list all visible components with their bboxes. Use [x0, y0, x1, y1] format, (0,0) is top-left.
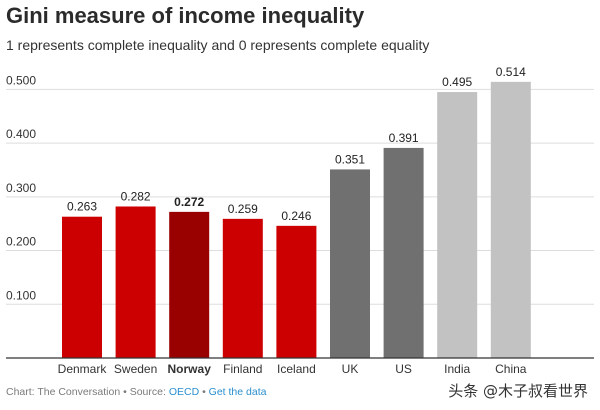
bar-uk [330, 169, 370, 358]
footer-separator: • [199, 386, 209, 398]
x-tick-label: India [444, 362, 470, 376]
x-tick-label: Finland [223, 362, 262, 376]
y-tick-label: 0.200 [6, 235, 36, 249]
footer-credit: Chart: The Conversation • Source: [6, 386, 169, 398]
y-tick-label: 0.400 [6, 127, 36, 141]
get-data-link[interactable]: Get the data [208, 386, 267, 398]
data-label: 0.282 [121, 189, 151, 203]
x-tick-label: UK [342, 362, 359, 376]
data-label: 0.351 [335, 152, 365, 166]
chart-subtitle: 1 represents complete inequality and 0 r… [6, 37, 430, 53]
watermark: 头条 @木子叔看世界 [448, 382, 588, 400]
data-label: 0.391 [389, 131, 419, 145]
bar-sweden [115, 206, 156, 358]
data-label: 0.259 [228, 202, 258, 216]
data-label: 0.263 [67, 200, 97, 214]
x-tick-label: Iceland [277, 362, 316, 376]
bar-china [490, 81, 531, 358]
chart-title: Gini measure of income inequality [6, 3, 365, 28]
bar-norway [169, 211, 210, 358]
x-tick-label: Denmark [58, 362, 108, 376]
bar-denmark [62, 216, 102, 358]
chart-footer: Chart: The Conversation • Source: OECD •… [6, 386, 266, 398]
data-label: 0.495 [442, 75, 472, 89]
data-label: 0.272 [174, 195, 204, 209]
bar-iceland [276, 225, 317, 358]
y-tick-label: 0.100 [6, 288, 36, 302]
data-label: 0.514 [496, 65, 526, 79]
x-tick-label: Sweden [114, 362, 157, 376]
x-tick-label: Norway [168, 362, 212, 376]
bar-finland [222, 218, 263, 358]
y-tick-label: 0.500 [6, 73, 36, 87]
x-tick-label: China [495, 362, 527, 376]
x-tick-label: US [395, 362, 412, 376]
data-label: 0.246 [281, 209, 311, 223]
source-link[interactable]: OECD [168, 386, 200, 398]
bar-us [383, 147, 424, 358]
y-tick-label: 0.300 [6, 181, 36, 195]
bar-india [437, 92, 478, 359]
